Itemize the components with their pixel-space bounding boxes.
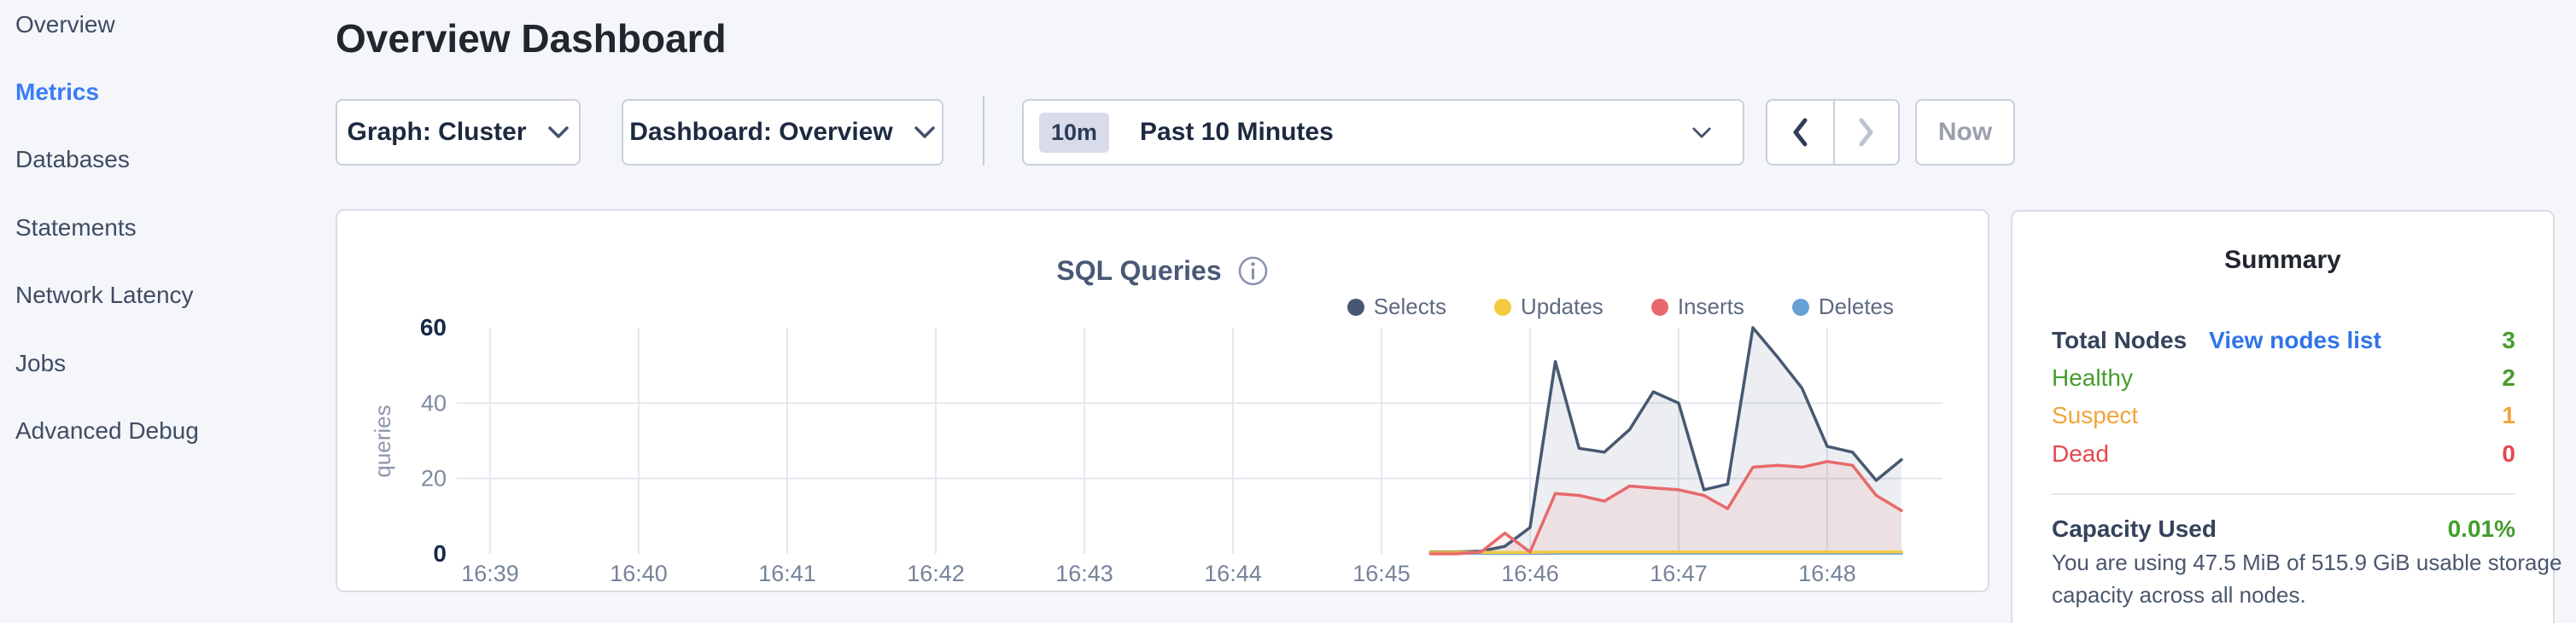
view-nodes-list-link[interactable]: View nodes list (2209, 327, 2381, 353)
capacity-used-label: Capacity Used (2052, 515, 2217, 542)
summary-row-capacity: Capacity Used 0.01% (2052, 512, 2515, 546)
time-window-pager (1766, 99, 1900, 166)
sidebar-item-statements[interactable]: Statements (15, 214, 137, 241)
chevron-left-icon (1793, 118, 1808, 147)
legend-item-updates[interactable]: Updates (1493, 294, 1603, 320)
chart-title: SQL Queries (1056, 255, 1222, 286)
healthy-label: Healthy (2052, 364, 2133, 391)
legend-item-inserts[interactable]: Inserts (1650, 294, 1744, 320)
sidebar-item-databases[interactable]: Databases (15, 146, 130, 172)
summary-row-dead: Dead 0 (2052, 437, 2515, 471)
sidebar-item-network-latency[interactable]: Network Latency (15, 282, 194, 308)
dashboard-label: Dashboard: Overview (629, 118, 893, 146)
chart-legend: Selects Updates Inserts Deletes (1346, 294, 1894, 320)
capacity-description: You are using 47.5 MiB of 515.9 GiB usab… (2052, 550, 2562, 608)
svg-text:16:40: 16:40 (610, 561, 668, 586)
legend-dot-selects (1346, 298, 1364, 316)
svg-text:16:47: 16:47 (1650, 561, 1708, 586)
svg-text:16:41: 16:41 (758, 561, 816, 586)
now-button-label: Now (1937, 118, 1993, 146)
sidebar-item-advanced-debug[interactable]: Advanced Debug (15, 417, 199, 444)
page-title: Overview Dashboard (336, 16, 727, 61)
legend-label: Deletes (1818, 294, 1894, 319)
summary-title: Summary (2224, 246, 2341, 274)
dead-value: 0 (2502, 440, 2515, 467)
svg-text:16:39: 16:39 (461, 561, 519, 586)
sql-queries-chart: 16:39 16:40 16:41 16:42 16:43 16:44 16:45 16:46… (370, 314, 1942, 586)
summary-row-suspect: Suspect 1 (2052, 399, 2515, 433)
next-time-window-button[interactable] (1832, 101, 1898, 164)
graph-scope-label: Graph: Cluster (347, 118, 527, 146)
legend-item-deletes[interactable]: Deletes (1791, 294, 1894, 320)
svg-text:16:45: 16:45 (1352, 561, 1411, 586)
info-icon[interactable] (1237, 255, 1269, 287)
total-nodes-value: 3 (2502, 327, 2515, 353)
healthy-value: 2 (2502, 364, 2515, 391)
svg-text:60: 60 (420, 314, 447, 341)
svg-text:40: 40 (421, 390, 447, 416)
svg-text:queries: queries (370, 405, 395, 477)
summary-divider (2052, 493, 2515, 495)
legend-dot-inserts (1650, 298, 1668, 316)
sidebar-item-jobs[interactable]: Jobs (15, 350, 67, 376)
svg-text:0: 0 (433, 540, 447, 567)
total-nodes-label: Total Nodes (2052, 327, 2188, 353)
summary-panel: Summary Total Nodes View nodes list 3 He… (2011, 210, 2561, 623)
svg-text:20: 20 (421, 466, 447, 492)
controls-divider (983, 96, 984, 166)
chevron-down-icon (547, 126, 569, 138)
time-range-label: Past 10 Minutes (1140, 118, 1334, 146)
now-button[interactable]: Now (1915, 99, 2015, 166)
legend-label: Updates (1520, 294, 1603, 319)
capacity-used-value: 0.01% (2447, 515, 2515, 542)
svg-text:16:46: 16:46 (1501, 561, 1559, 586)
time-range-badge: 10m (1039, 112, 1110, 153)
dashboard-dropdown[interactable]: Dashboard: Overview (622, 99, 943, 166)
chevron-right-icon (1859, 118, 1873, 147)
sidebar-item-overview[interactable]: Overview (15, 11, 115, 38)
summary-row-healthy: Healthy 2 (2052, 361, 2515, 395)
legend-label: Selects (1373, 294, 1446, 319)
summary-row-total-nodes: Total Nodes View nodes list 3 (2052, 323, 2515, 358)
legend-label: Inserts (1677, 294, 1744, 319)
legend-dot-deletes (1791, 298, 1809, 316)
chevron-down-icon (1692, 127, 1711, 137)
time-range-dropdown[interactable]: 10m Past 10 Minutes (1022, 99, 1744, 166)
sql-queries-chart-card: SQL Queries Selects Updates Inserts Deletes… (336, 209, 1989, 592)
legend-item-selects[interactable]: Selects (1346, 294, 1446, 320)
dead-label: Dead (2052, 440, 2109, 467)
chevron-down-icon (914, 126, 935, 138)
suspect-label: Suspect (2052, 402, 2139, 428)
svg-text:16:43: 16:43 (1055, 561, 1113, 586)
svg-text:16:48: 16:48 (1798, 561, 1856, 586)
previous-time-window-button[interactable] (1767, 101, 1833, 164)
svg-text:16:42: 16:42 (907, 561, 965, 586)
graph-scope-dropdown[interactable]: Graph: Cluster (336, 99, 581, 166)
sidebar-item-metrics[interactable]: Metrics (15, 79, 100, 105)
suspect-value: 1 (2502, 402, 2515, 428)
svg-text:16:44: 16:44 (1204, 561, 1262, 586)
legend-dot-updates (1493, 298, 1511, 316)
